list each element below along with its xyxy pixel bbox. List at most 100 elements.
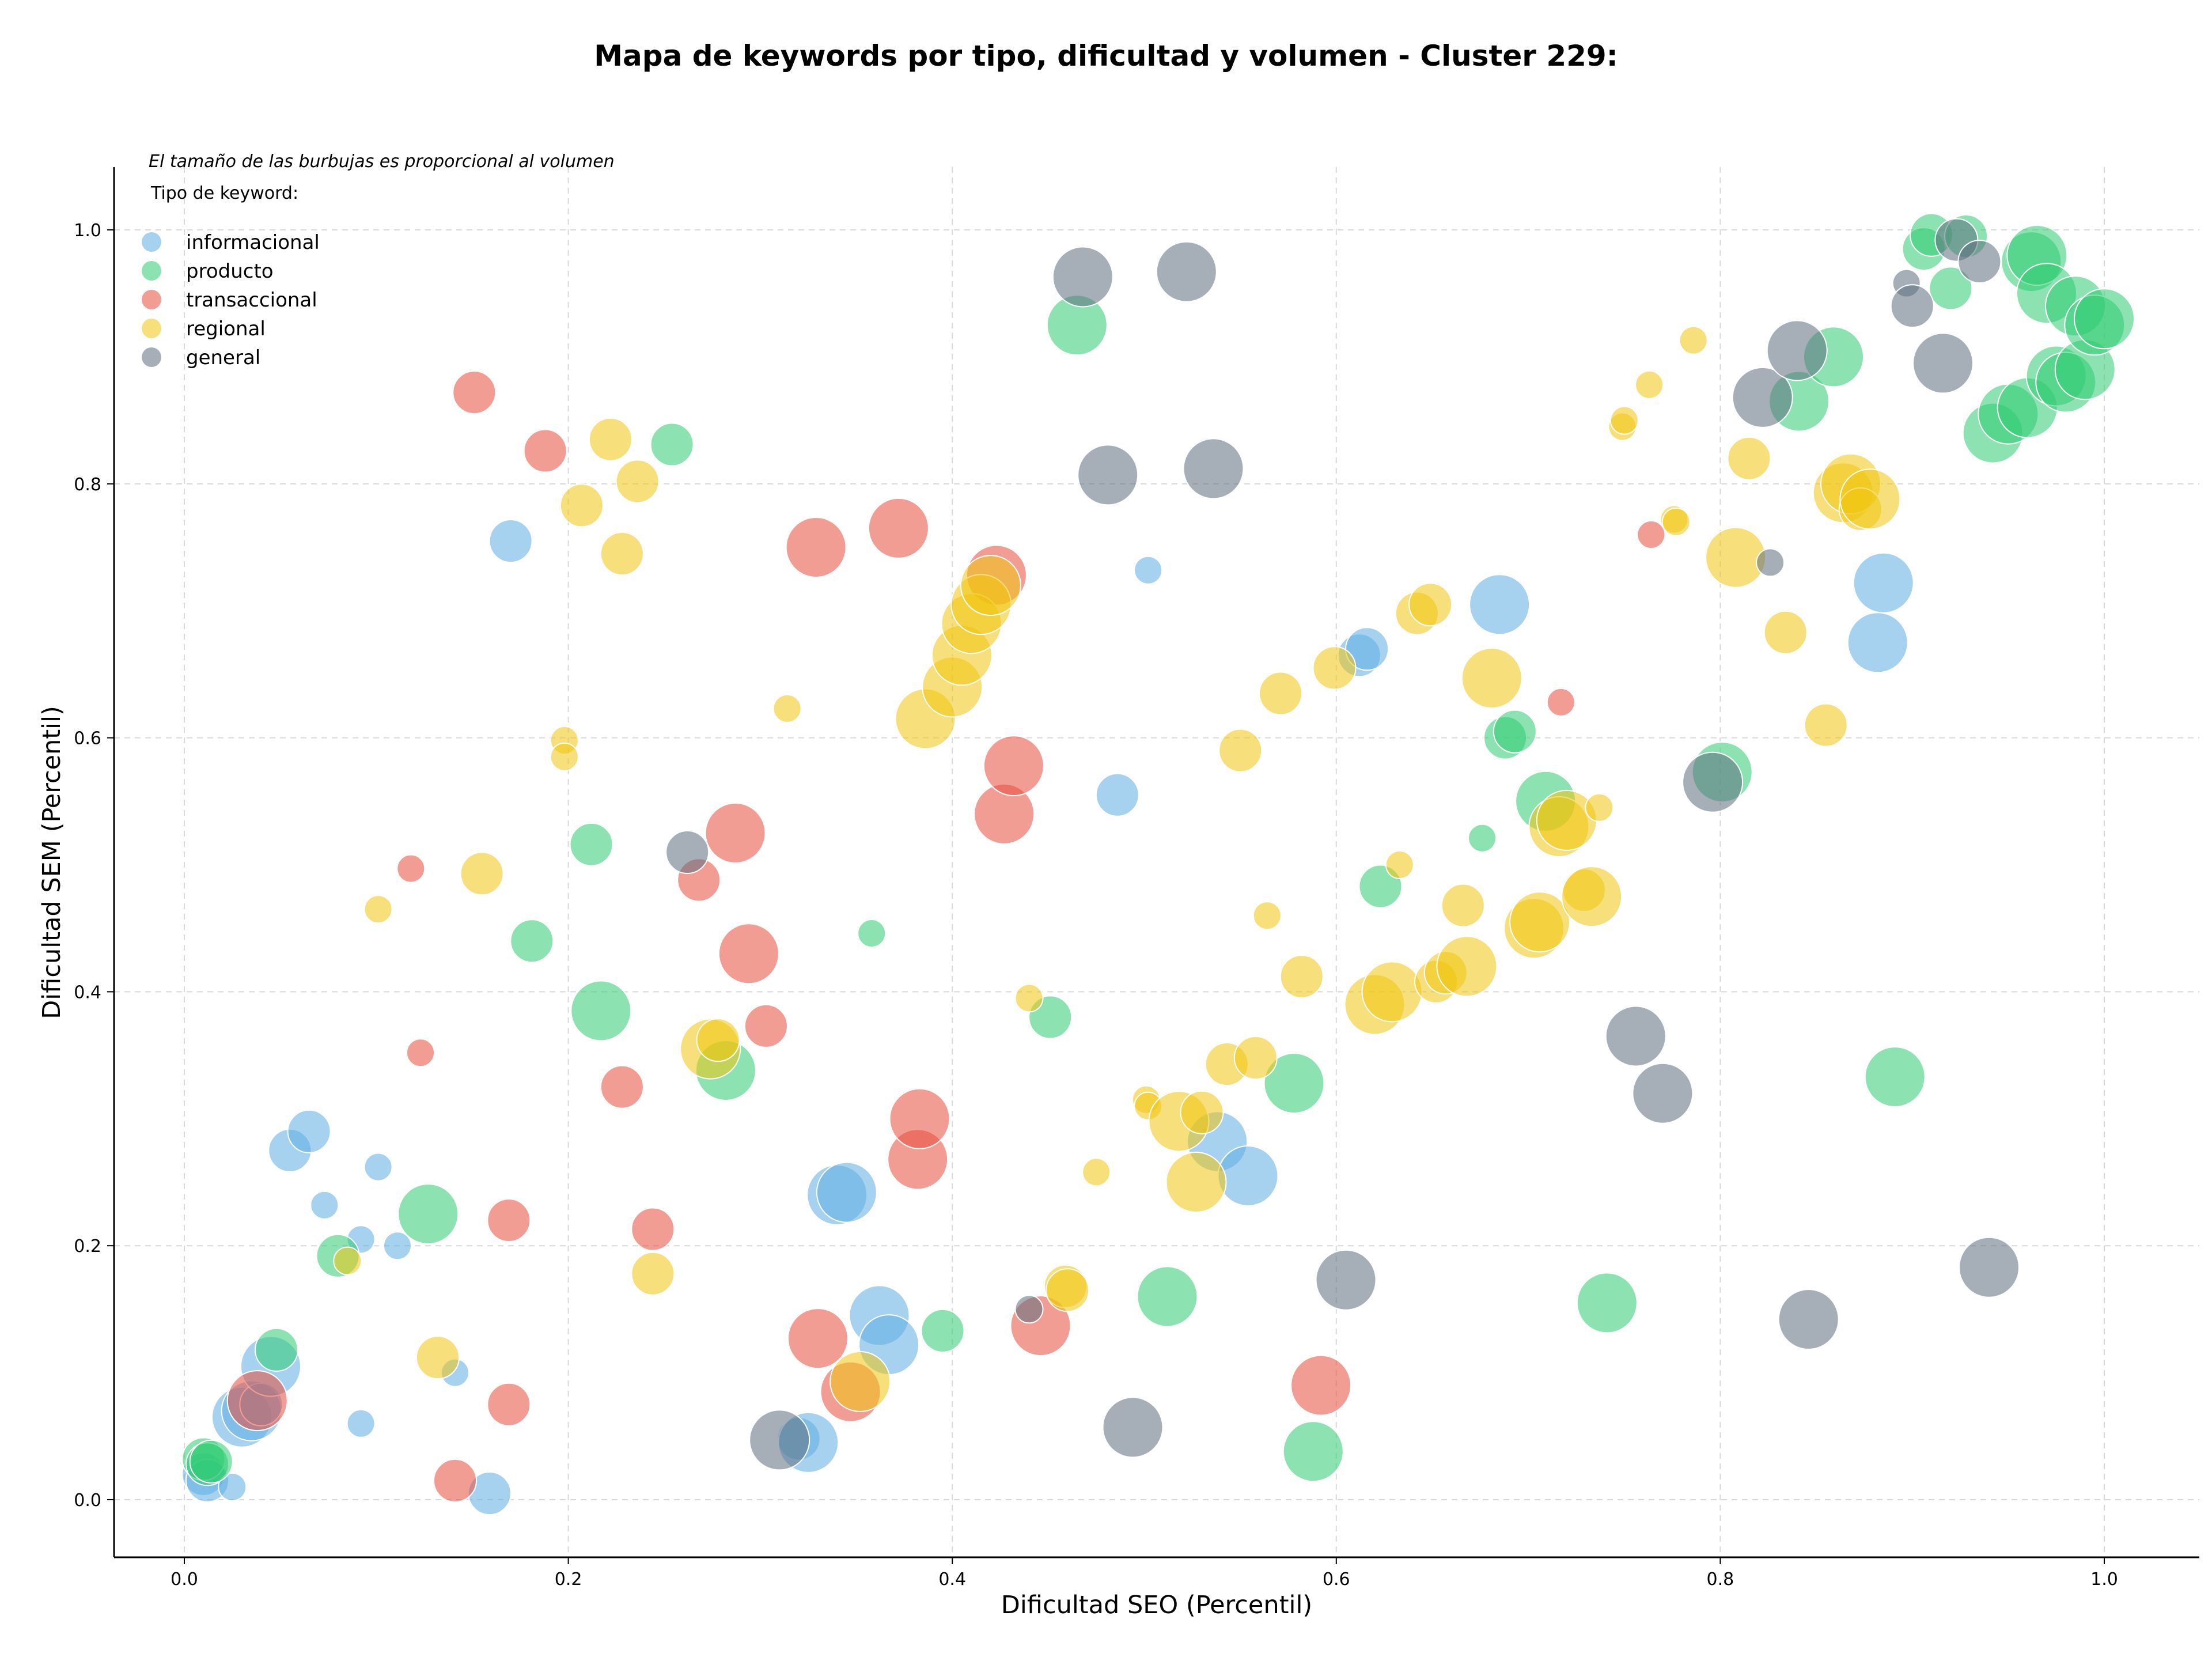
x-tick-label: 0.4 (938, 1569, 966, 1590)
regional-bubble (1509, 891, 1571, 953)
regional-bubble (550, 742, 579, 771)
regional-bubble (1804, 703, 1848, 747)
regional-bubble (696, 1018, 740, 1062)
producto-bubble (510, 919, 554, 963)
regional-bubble (333, 1246, 362, 1276)
regional-bubble (960, 555, 1021, 616)
informacional-bubble (310, 1190, 339, 1220)
producto-bubble (1864, 1046, 1926, 1108)
regional-bubble (1252, 901, 1282, 930)
transaccional-bubble (396, 854, 426, 883)
legend-label-producto: producto (186, 260, 274, 283)
transaccional-bubble (1637, 520, 1666, 549)
regional-bubble (1436, 936, 1498, 997)
informacional-bubble (363, 1152, 393, 1182)
bubble-layer (181, 213, 2135, 1515)
producto-bubble (189, 1439, 233, 1484)
x-tick-label: 0.0 (171, 1569, 198, 1590)
producto-bubble (397, 1183, 459, 1245)
producto-bubble (1282, 1421, 1344, 1482)
x-tick-label: 1.0 (2090, 1569, 2118, 1590)
regional-bubble (1259, 671, 1303, 716)
y-axis-title: Dificultad SEM (Percentil) (37, 706, 66, 1019)
transaccional-bubble (452, 370, 497, 415)
x-axis-title: Dificultad SEO (Percentil) (1001, 1591, 1312, 1620)
legend: El tamaño de las burbujas es proporciona… (142, 152, 615, 369)
transaccional-bubble (1290, 1354, 1352, 1416)
regional-bubble (1461, 648, 1522, 709)
general-bubble (1732, 366, 1793, 428)
regional-bubble (1561, 866, 1623, 928)
transaccional-bubble (1546, 687, 1575, 717)
informacional-bubble (1345, 627, 1389, 671)
legend-marker-informacional (142, 232, 161, 252)
general-bubble (1959, 1236, 2020, 1298)
regional-bubble (1763, 610, 1808, 654)
producto-bubble (2074, 288, 2135, 350)
regional-bubble (460, 852, 504, 896)
informacional-bubble (346, 1409, 376, 1438)
series-general (665, 218, 2020, 1471)
transaccional-bubble (983, 735, 1044, 797)
general-bubble (665, 830, 710, 874)
regional-bubble (1218, 728, 1263, 773)
regional-bubble (1312, 646, 1357, 690)
general-bubble (1756, 548, 1785, 577)
transaccional-bubble (785, 517, 847, 578)
transaccional-bubble (704, 802, 766, 864)
producto-bubble (650, 422, 694, 467)
y-tick-label: 0.0 (74, 1490, 101, 1511)
tick-labels: 0.0 0.2 0.4 0.6 0.8 1.0 0.0 0.2 0.4 0.6 0.8 1.0 (74, 221, 2118, 1590)
transaccional-bubble (718, 923, 779, 985)
x-tick-label: 0.6 (1323, 1569, 1350, 1590)
legend-marker-transaccional (142, 290, 161, 309)
general-bubble (1315, 1249, 1377, 1311)
grid-lines (114, 167, 2199, 1557)
producto-bubble (1137, 1266, 1198, 1327)
regional-bubble (1014, 983, 1044, 1013)
regional-bubble (1233, 1036, 1278, 1080)
regional-bubble (600, 532, 644, 576)
informacional-bubble (1847, 612, 1908, 674)
regional-bubble (615, 459, 660, 504)
regional-bubble (1046, 1268, 1090, 1312)
general-bubble (1890, 284, 1934, 328)
y-tick-label: 0.2 (74, 1236, 101, 1257)
y-tick-label: 1.0 (74, 221, 101, 241)
transaccional-bubble (631, 1207, 675, 1251)
regional-bubble (416, 1335, 460, 1380)
general-bubble (749, 1409, 810, 1471)
regional-bubble (1279, 955, 1324, 998)
transaccional-bubble (226, 1370, 288, 1432)
informacional-bubble (218, 1473, 247, 1501)
producto-bubble (1493, 709, 1537, 754)
general-bubble (1014, 1295, 1044, 1324)
general-bubble (1632, 1062, 1694, 1124)
regional-bubble (1408, 582, 1453, 627)
transaccional-bubble (868, 497, 929, 559)
producto-bubble (857, 919, 887, 948)
regional-bubble (588, 417, 632, 461)
producto-bubble (255, 1327, 298, 1372)
transaccional-bubble (433, 1458, 477, 1503)
general-bubble (1912, 332, 1974, 394)
general-bubble (1183, 438, 1244, 500)
producto-bubble (569, 822, 613, 867)
producto-bubble (570, 980, 632, 1042)
regional-bubble (772, 694, 802, 723)
legend-label-general: general (186, 346, 260, 369)
series-transaccional (226, 370, 1666, 1503)
general-bubble (1682, 751, 1744, 813)
informacional-bubble (488, 519, 533, 563)
informacional-bubble (1469, 574, 1531, 635)
legend-title: Tipo de keyword: (150, 183, 298, 203)
regional-bubble (1661, 507, 1691, 536)
transaccional-bubble (406, 1038, 435, 1068)
series-regional (333, 326, 1901, 1412)
regional-bubble (1635, 370, 1664, 399)
transaccional-bubble (744, 1004, 788, 1048)
producto-bubble (1263, 1053, 1325, 1114)
informacional-bubble (1134, 555, 1163, 585)
producto-bubble (1929, 266, 1973, 311)
